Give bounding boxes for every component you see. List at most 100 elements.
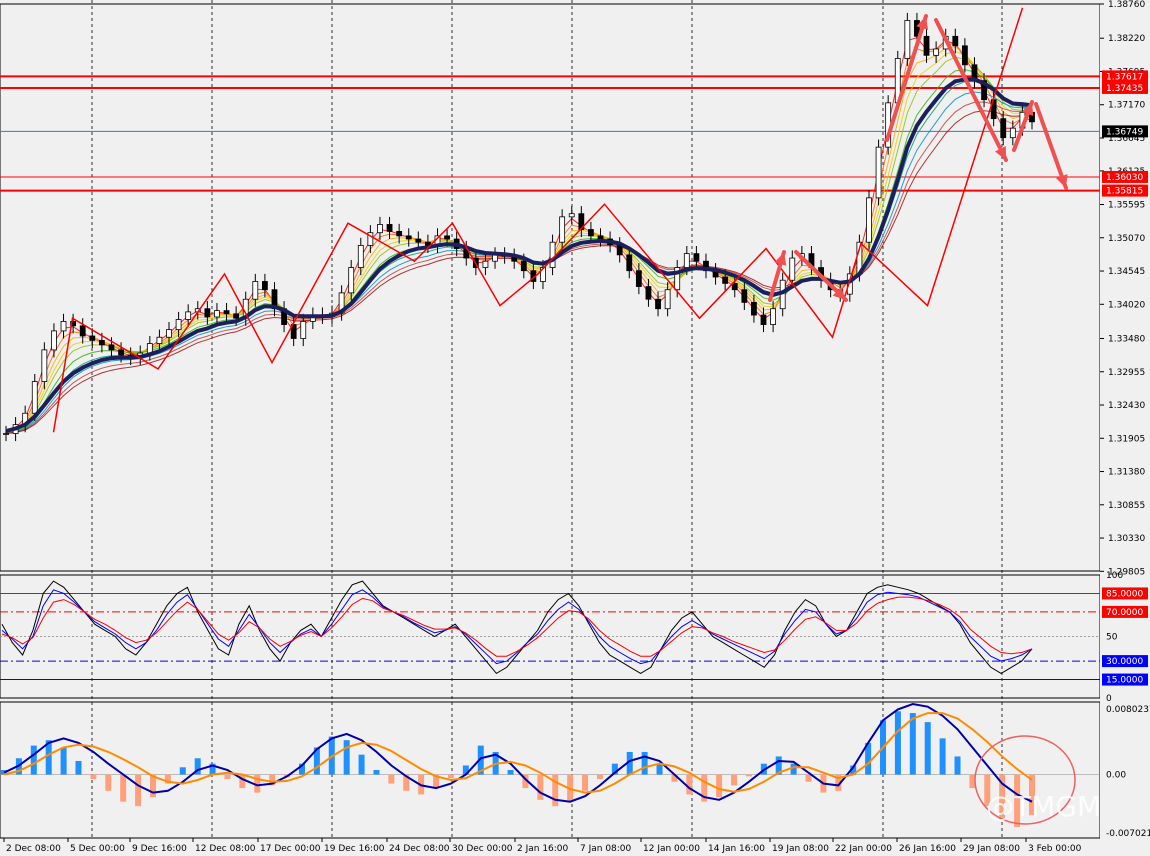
macd-histogram-bar — [343, 740, 350, 775]
candle — [98, 339, 105, 346]
candle — [357, 244, 364, 268]
stochastic-tick-label: 100 — [1106, 571, 1123, 581]
macd-histogram-bar — [731, 774, 738, 786]
candle — [1000, 118, 1007, 139]
current-price-tag — [1102, 125, 1148, 138]
arrow-down-1-head — [832, 286, 846, 300]
level-price-tag — [1102, 184, 1148, 197]
stochastic-line — [1, 596, 1033, 657]
macd-histogram-bar — [909, 713, 916, 775]
macd-histogram-bar — [1014, 774, 1021, 827]
stochastic-level-tag — [1102, 673, 1148, 686]
time-tick-label: 14 Jan 16:00 — [708, 844, 765, 854]
macd-histogram-bar — [120, 774, 127, 802]
macd-histogram-bar — [894, 711, 901, 775]
price-tick-label: 1.37170 — [1108, 101, 1145, 111]
candle — [415, 238, 422, 243]
candle — [185, 311, 192, 320]
stochastic-level-tag — [1102, 655, 1148, 668]
candle — [540, 267, 546, 282]
candle — [31, 381, 38, 414]
current-price-tag-label: 1.36749 — [1106, 127, 1143, 137]
candle — [933, 48, 940, 56]
macd-histogram-bar — [75, 760, 82, 775]
time-tick-label: 12 Jan 00:00 — [643, 844, 700, 854]
macd-histogram-bar — [999, 774, 1006, 820]
macd-histogram-bar — [447, 774, 454, 779]
macd-histogram-bar — [984, 774, 991, 807]
macd-histogram-bar — [164, 774, 171, 784]
time-tick-label: 29 Jan 08:00 — [963, 844, 1020, 854]
macd-histogram-bar — [298, 763, 305, 775]
level-price-tag-label: 1.35815 — [1106, 187, 1143, 197]
candle — [70, 320, 77, 327]
price-axis-panel — [1100, 0, 1150, 856]
candle — [866, 197, 872, 243]
macd-histogram-bar — [939, 738, 946, 775]
candle — [166, 329, 172, 338]
macd-histogram-bar — [671, 774, 678, 782]
candle — [118, 349, 124, 356]
macd-histogram-bar — [1029, 774, 1035, 816]
candle — [3, 433, 9, 435]
price-tick-label: 1.38220 — [1108, 34, 1145, 44]
candle — [722, 276, 729, 284]
macd-histogram-bar — [716, 774, 723, 798]
candle — [204, 308, 211, 318]
time-tick-label: 17 Dec 00:00 — [260, 844, 321, 854]
candle — [482, 260, 489, 268]
macd-histogram-bar — [835, 774, 842, 791]
macd-histogram-bar — [641, 751, 648, 775]
time-tick-label: 2 Jan 16:00 — [517, 844, 569, 854]
macd-histogram-bar — [45, 740, 52, 775]
candle — [664, 289, 671, 310]
macd-histogram-bar — [656, 763, 663, 775]
time-tick-label: 7 Jan 08:00 — [580, 844, 632, 854]
macd-histogram-bar — [269, 774, 276, 786]
macd-histogram-bar — [865, 742, 872, 775]
time-tick-label: 22 Jan 00:00 — [835, 844, 892, 854]
price-tick-label: 1.34020 — [1108, 300, 1145, 310]
price-tick-label: 1.29805 — [1108, 567, 1145, 577]
macd-histogram-bar — [149, 774, 156, 798]
candle — [674, 267, 681, 291]
time-tick-label: 3 Feb 00:00 — [1028, 844, 1082, 854]
time-tick-label: 30 Dec 00:00 — [452, 844, 513, 854]
candle — [741, 289, 748, 303]
macd-histogram-bar — [403, 774, 410, 791]
macd-histogram-bar — [30, 745, 37, 775]
candle — [1009, 127, 1016, 139]
level-price-tag-label: 1.37435 — [1106, 84, 1143, 94]
candle — [108, 344, 115, 351]
candle — [520, 260, 527, 272]
stochastic-tick-label: 50 — [1106, 633, 1118, 643]
stochastic-line — [1, 580, 1033, 675]
macd-histogram-bar — [90, 774, 97, 780]
macd-histogram-bar — [224, 774, 231, 780]
macd-histogram-bar — [179, 767, 186, 775]
macd-histogram-bar — [239, 774, 246, 789]
candle — [233, 313, 240, 319]
macd-histogram-bar — [611, 763, 618, 775]
candle — [683, 253, 690, 268]
macd-histogram-bar — [582, 774, 589, 791]
stochastic-level-tag-label: 30.0000 — [1106, 657, 1143, 667]
arrow-up-2-head — [916, 16, 929, 30]
time-tick-label: 9 Dec 16:00 — [132, 844, 187, 854]
stochastic-level-tag-label: 15.0000 — [1106, 676, 1143, 686]
candle — [645, 286, 652, 300]
candle — [89, 335, 96, 341]
price-tick-label: 1.36645 — [1108, 134, 1145, 144]
candle — [559, 216, 566, 243]
macd-histogram-bar — [433, 774, 440, 789]
price-tick-label: 1.34545 — [1108, 267, 1145, 277]
stochastic-level-tag — [1102, 587, 1148, 600]
level-price-tag — [1102, 170, 1148, 183]
price-tick-label: 1.30855 — [1108, 501, 1145, 511]
candle — [731, 282, 738, 291]
price-tick-label: 1.32430 — [1108, 401, 1145, 411]
candle — [789, 257, 796, 281]
macd-histogram-bar — [552, 774, 559, 807]
